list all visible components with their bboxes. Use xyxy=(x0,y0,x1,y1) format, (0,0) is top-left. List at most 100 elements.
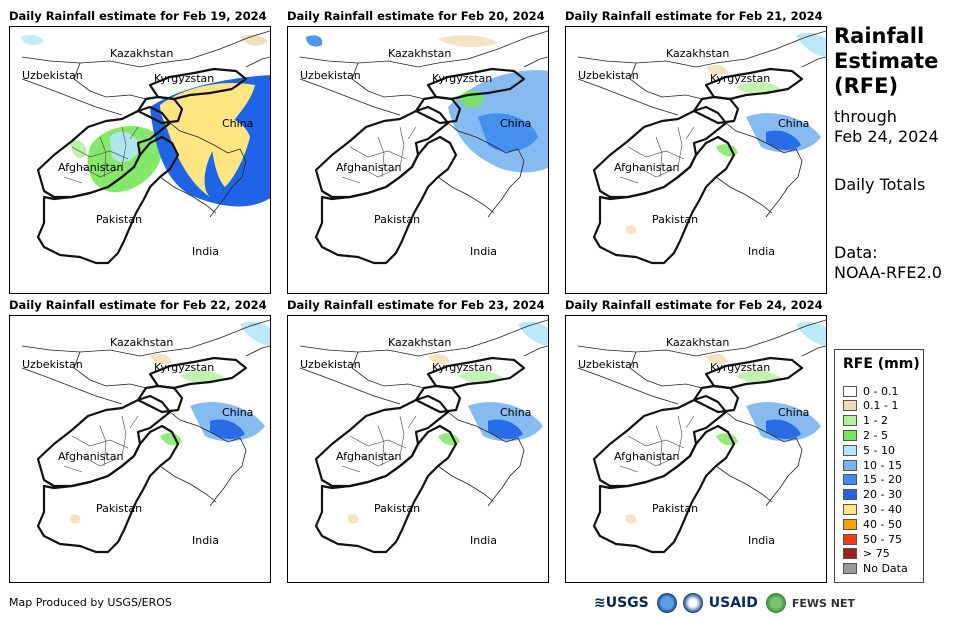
country-label-pakistan: Pakistan xyxy=(374,502,420,515)
legend-swatch xyxy=(843,489,857,501)
rainfall-map: Kazakhstan Uzbekistan Kyrgyzstan China Afgha… xyxy=(21,319,270,554)
rainfall-area xyxy=(428,354,450,364)
map-frame: Kazakhstan Uzbekistan Kyrgyzstan China Afgha… xyxy=(565,26,827,294)
rainfall-area xyxy=(210,419,245,440)
country-label-india: India xyxy=(192,534,219,547)
legend-swatch xyxy=(843,503,857,515)
country-boundary xyxy=(447,345,548,507)
country-label-china: China xyxy=(500,406,531,419)
country-label-afghanistan: Afghanistan xyxy=(336,450,402,463)
country-label-kazakhstan: Kazakhstan xyxy=(110,47,173,60)
rainfall-area xyxy=(69,514,81,524)
region-boundary xyxy=(314,424,458,554)
region-boundary xyxy=(592,394,728,488)
legend-swatch xyxy=(843,385,857,397)
map-frame: Kazakhstan Uzbekistan Kyrgyzstan China Afgha… xyxy=(9,315,271,583)
country-label-uzbekistan: Uzbekistan xyxy=(300,69,361,82)
country-boundary xyxy=(299,62,425,116)
side-title-line: Estimate xyxy=(834,49,939,73)
country-label-afghanistan: Afghanistan xyxy=(58,450,124,463)
rainfall-area xyxy=(70,140,87,159)
through-date: Feb 24, 2024 xyxy=(834,127,939,146)
country-label-india: India xyxy=(470,534,497,547)
rainfall-area xyxy=(625,514,637,524)
country-boundary xyxy=(437,176,495,214)
country-boundary xyxy=(159,465,217,503)
legend-label: 0.1 - 1 xyxy=(863,399,899,413)
rainfall-area xyxy=(347,514,359,524)
usaid-seal-icon xyxy=(682,593,703,613)
district-boundaries xyxy=(63,415,139,473)
usgs-logo: ≋USGS xyxy=(594,595,649,611)
map-panel-6: Daily Rainfall estimate for Feb 24, 2024… xyxy=(565,298,827,583)
region-boundary xyxy=(36,135,180,265)
rainfall-area xyxy=(625,225,637,235)
through-label: through xyxy=(834,107,897,126)
country-boundary xyxy=(159,176,217,214)
country-boundary xyxy=(299,351,425,405)
region-boundary xyxy=(314,105,450,199)
region-boundary xyxy=(592,135,736,265)
region-boundary xyxy=(592,424,736,554)
rainfall-area xyxy=(766,130,801,151)
country-label-kyrgyzstan: Kyrgyzstan xyxy=(710,72,770,85)
legend-item: No Data xyxy=(843,562,908,576)
country-boundary xyxy=(447,56,548,218)
country-boundary xyxy=(21,319,270,357)
legend-label: 0 - 0.1 xyxy=(863,384,899,398)
map-panel-1: Daily Rainfall estimate for Feb 19, 2024… xyxy=(9,9,271,294)
legend-swatch xyxy=(843,444,857,456)
rainfall-map: Kazakhstan Uzbekistan Kyrgyzstan China Afgha… xyxy=(577,30,826,265)
fews-net-globe-icon xyxy=(765,593,786,613)
country-label-kazakhstan: Kazakhstan xyxy=(388,336,451,349)
rainfall-area xyxy=(160,83,255,197)
rainfall-area xyxy=(706,354,728,364)
panel-title: Daily Rainfall estimate for Feb 21, 2024 xyxy=(565,9,823,23)
map-frame: Kazakhstan Uzbekistan Kyrgyzstan China Afgha… xyxy=(565,315,827,583)
region-boundary xyxy=(36,394,172,488)
country-label-kazakhstan: Kazakhstan xyxy=(110,336,173,349)
region-boundary xyxy=(136,384,184,414)
legend-label: 1 - 2 xyxy=(863,414,888,428)
map-frame: Kazakhstan Uzbekistan Kyrgyzstan China Afgha… xyxy=(9,26,271,294)
rainfall-map: Kazakhstan Uzbekistan Kyrgyzstan China Afgha… xyxy=(577,319,826,554)
country-boundary xyxy=(21,351,147,405)
country-label-kazakhstan: Kazakhstan xyxy=(666,336,729,349)
district-boundaries xyxy=(619,415,695,473)
rainfall-area xyxy=(488,419,523,440)
country-label-china: China xyxy=(500,117,531,130)
legend-label: 5 - 10 xyxy=(863,443,895,457)
map-panel-3: Daily Rainfall estimate for Feb 21, 2024… xyxy=(565,9,827,294)
rainfall-area xyxy=(518,321,548,346)
panel-title: Daily Rainfall estimate for Feb 23, 2024 xyxy=(287,298,545,312)
legend-item: 0.1 - 1 xyxy=(843,399,898,413)
legend-swatch xyxy=(843,415,857,427)
legend-swatch xyxy=(843,548,857,560)
legend-swatch xyxy=(843,429,857,441)
region-boundary xyxy=(692,95,740,125)
legend-label: 20 - 30 xyxy=(863,488,902,502)
map-panel-2: Daily Rainfall estimate for Feb 20, 2024… xyxy=(287,9,549,294)
country-label-uzbekistan: Uzbekistan xyxy=(578,358,639,371)
side-title-line: (RFE) xyxy=(834,74,899,98)
country-label-india: India xyxy=(748,534,775,547)
side-title: Rainfall Estimate (RFE) xyxy=(834,24,938,99)
legend-item: 30 - 40 xyxy=(843,502,902,516)
country-boundary xyxy=(577,351,703,405)
side-title-line: Rainfall xyxy=(834,24,925,48)
country-label-pakistan: Pakistan xyxy=(96,502,142,515)
legend-label: 15 - 20 xyxy=(863,473,902,487)
country-label-india: India xyxy=(748,245,775,258)
legend-label: No Data xyxy=(863,562,908,576)
country-label-china: China xyxy=(222,406,253,419)
legend-label: 10 - 15 xyxy=(863,458,902,472)
rainfall-area xyxy=(150,354,172,364)
country-label-kyrgyzstan: Kyrgyzstan xyxy=(710,361,770,374)
country-boundary xyxy=(715,176,773,214)
legend-item: 50 - 75 xyxy=(843,532,902,546)
country-boundary xyxy=(715,465,773,503)
region-boundary xyxy=(414,95,462,125)
rainfall-map: Kazakhstan Uzbekistan Kyrgyzstan China Afgha… xyxy=(20,30,270,265)
rainfall-area xyxy=(796,321,826,346)
